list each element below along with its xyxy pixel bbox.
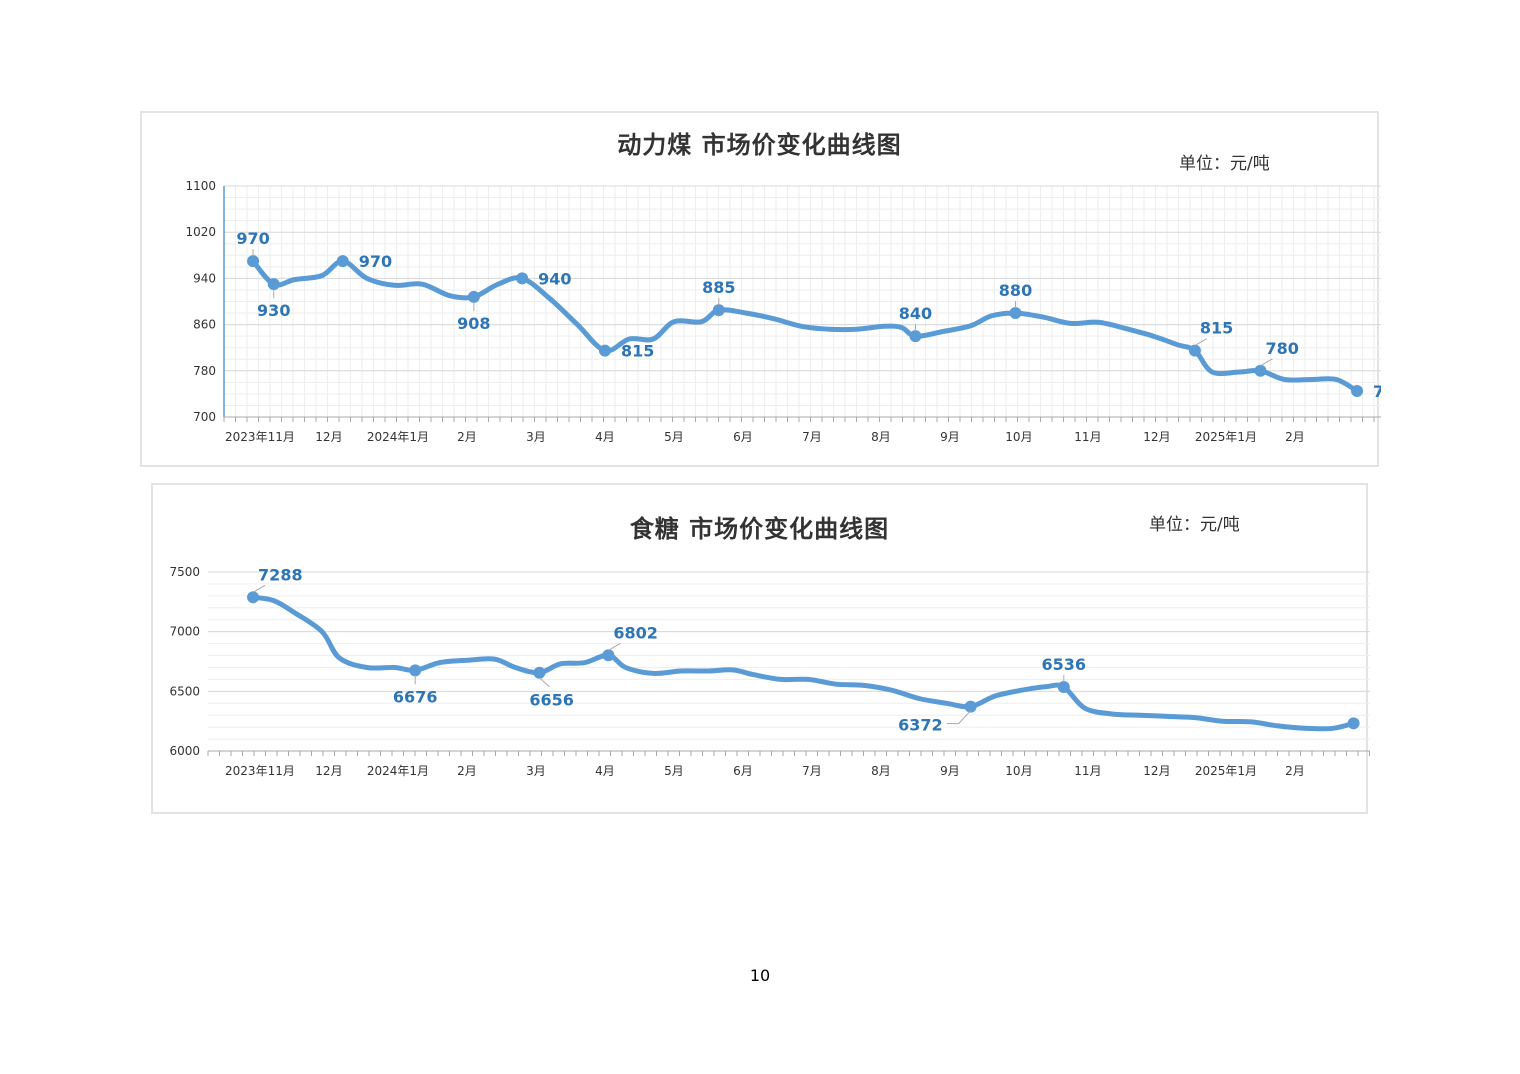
coal-ytick-label: 940	[193, 271, 216, 285]
coal-data-point	[336, 255, 349, 268]
sugar-xtick-label: 8月	[871, 764, 891, 778]
sugar-ytick-label: 6500	[169, 684, 200, 698]
sugar-chart-title: 食糖 市场价变化曲线图	[629, 515, 890, 543]
coal-data-label: 970	[359, 252, 392, 271]
sugar-price-plot: 7500 7000 6500 6000 2023年11月 12月 2024年1月 2月 3月 4月…	[169, 565, 1370, 778]
sugar-data-label: 6802	[613, 623, 658, 642]
sugar-data-label: 6372	[898, 716, 943, 735]
coal-data-label: 815	[621, 342, 654, 361]
coal-data-point	[712, 304, 725, 317]
coal-xtick-label: 10月	[1005, 430, 1032, 444]
coal-data-point	[598, 344, 611, 357]
sugar-xtick-label: 11月	[1074, 764, 1101, 778]
sugar-xtick-label: 3月	[526, 764, 546, 778]
coal-data-point	[247, 255, 260, 268]
sugar-xtick-label: 6月	[733, 764, 753, 778]
coal-data-label: 970	[236, 229, 269, 248]
sugar-series-line	[250, 594, 1357, 732]
sugar-xtick-label: 2月	[1285, 764, 1305, 778]
sugar-data-point	[1347, 717, 1360, 730]
coal-ytick-label: 780	[193, 364, 216, 378]
sugar-leader-line	[539, 677, 550, 688]
coal-data-point	[467, 290, 480, 303]
coal-price-chart: 1100 1020 940 860 780 700 2023年11月 12月 2024年1月 2月…	[140, 111, 1381, 467]
sugar-xtick-label: 2024年1月	[367, 764, 429, 778]
coal-data-label: 815	[1200, 319, 1233, 338]
page-number: 10	[749, 966, 771, 985]
coal-ytick-label: 860	[193, 318, 216, 332]
sugar-data-label: 7288	[258, 565, 303, 584]
coal-data-label: 780	[1265, 339, 1298, 358]
coal-leader-line	[1194, 338, 1208, 347]
coal-xtick-label: 8月	[871, 430, 891, 444]
coal-data-point	[909, 330, 922, 343]
coal-xtick-label: 2023年11月	[225, 430, 295, 444]
coal-data-point	[1351, 385, 1364, 398]
sugar-chart-unit: 单位：元/吨	[1149, 515, 1240, 535]
sugar-price-chart: 7500 7000 6500 6000 2023年11月 12月 2024年1月 2月 3月 4月…	[151, 483, 1370, 814]
sugar-xtick-label: 7月	[802, 764, 822, 778]
coal-xtick-label: 3月	[526, 430, 546, 444]
sugar-xtick-label: 2月	[457, 764, 477, 778]
coal-xtick-label: 5月	[664, 430, 684, 444]
coal-chart-title: 动力煤 市场价变化曲线图	[617, 131, 902, 159]
coal-xtick-label: 2024年1月	[367, 430, 429, 444]
sugar-data-point	[533, 666, 546, 679]
coal-data-label: 745	[1373, 382, 1381, 401]
coal-data-point	[1188, 344, 1201, 357]
coal-xtick-label: 4月	[595, 430, 615, 444]
sugar-data-point	[247, 591, 260, 604]
coal-data-point	[516, 272, 529, 285]
coal-ytick-label: 700	[193, 410, 216, 424]
coal-data-label: 908	[457, 314, 490, 333]
sugar-data-label: 6656	[529, 691, 574, 710]
coal-leader-line	[1260, 358, 1273, 367]
coal-xtick-label: 12月	[1143, 430, 1170, 444]
coal-data-point	[1009, 307, 1022, 320]
sugar-xtick-label: 9月	[940, 764, 960, 778]
sugar-ytick-label: 7000	[169, 625, 200, 639]
coal-series-line	[250, 258, 1360, 394]
sugar-ytick-label: 7500	[169, 565, 200, 579]
coal-xtick-label: 2025年1月	[1195, 430, 1257, 444]
coal-xtick-label: 6月	[733, 430, 753, 444]
sugar-leader-line	[946, 710, 972, 725]
coal-ytick-label: 1020	[185, 225, 216, 239]
coal-xtick-label: 12月	[315, 430, 342, 444]
sugar-xtick-label: 5月	[664, 764, 684, 778]
sugar-data-point	[409, 664, 422, 677]
coal-chart-unit: 单位：元/吨	[1179, 154, 1270, 174]
coal-data-label: 930	[257, 301, 290, 320]
sugar-data-label: 6676	[393, 687, 438, 706]
coal-xtick-label: 9月	[940, 430, 960, 444]
sugar-data-point	[1057, 681, 1070, 694]
sugar-data-point	[964, 700, 977, 713]
coal-data-point	[1254, 364, 1267, 377]
coal-data-label: 880	[999, 281, 1032, 300]
sugar-xtick-label: 12月	[315, 764, 342, 778]
sugar-xtick-label: 2023年11月	[225, 764, 295, 778]
sugar-xtick-label: 10月	[1005, 764, 1032, 778]
coal-xtick-label: 7月	[802, 430, 822, 444]
coal-xtick-label: 2月	[457, 430, 477, 444]
coal-ytick-label: 1100	[185, 179, 216, 193]
sugar-leader-line	[252, 584, 266, 593]
sugar-xtick-label: 4月	[595, 764, 615, 778]
sugar-ytick-label: 6000	[169, 744, 200, 758]
coal-xtick-label: 11月	[1074, 430, 1101, 444]
sugar-leader-line	[608, 642, 621, 651]
coal-data-label: 940	[538, 269, 571, 288]
coal-xtick-label: 2月	[1285, 430, 1305, 444]
sugar-data-point	[602, 649, 615, 662]
coal-data-label: 840	[899, 304, 932, 323]
coal-data-label: 885	[702, 278, 735, 297]
sugar-xtick-label: 12月	[1143, 764, 1170, 778]
coal-price-plot: 1100 1020 940 860 780 700 2023年11月 12月 2024年1月 2月…	[185, 179, 1381, 444]
sugar-data-label: 6536	[1042, 655, 1087, 674]
sugar-xtick-label: 2025年1月	[1195, 764, 1257, 778]
coal-data-point	[267, 278, 280, 291]
